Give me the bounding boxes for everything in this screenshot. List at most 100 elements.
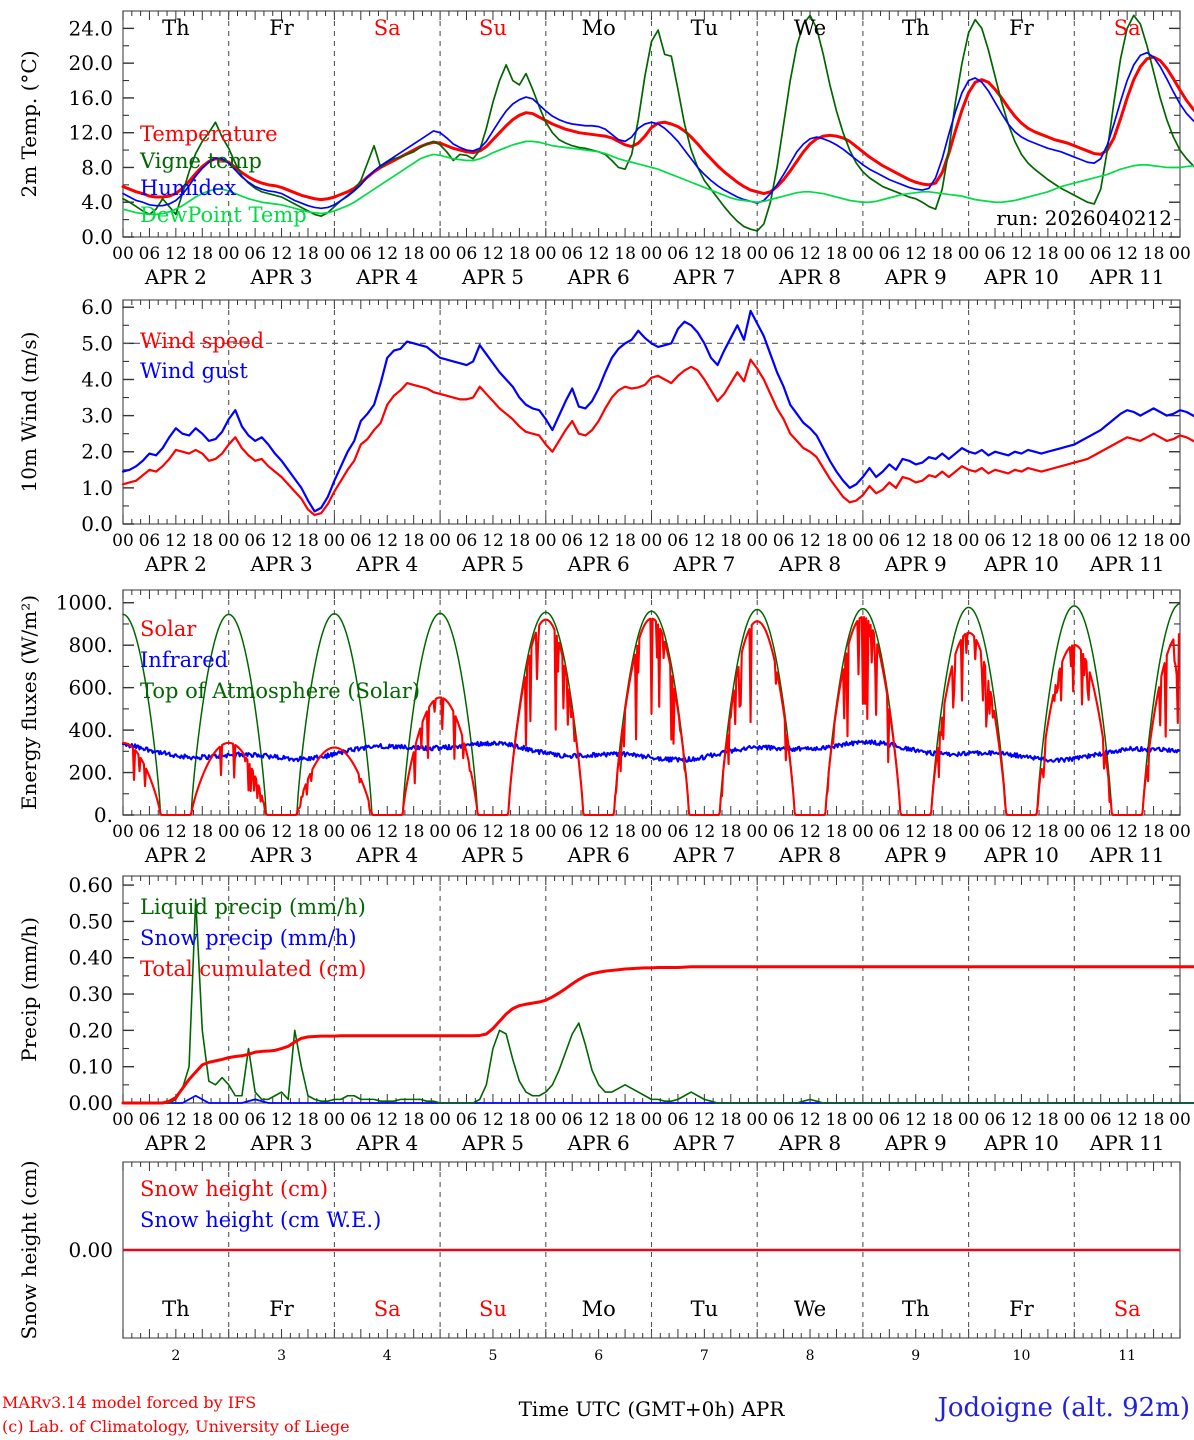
date-label-precip-10: APR 10 xyxy=(983,1131,1059,1155)
hour-label-11-06: 06 xyxy=(1090,244,1112,264)
hour-label-2-18: 18 xyxy=(191,244,213,264)
date-label-wind-8: APR 8 xyxy=(778,552,841,576)
date-label-precip-9: APR 9 xyxy=(884,1131,947,1155)
hour-label-8-12: 12 xyxy=(799,822,821,842)
hour-label-8-06: 06 xyxy=(773,1110,795,1130)
hour-label-4-06: 06 xyxy=(350,822,372,842)
hour-label-4-18: 18 xyxy=(403,1110,425,1130)
date-label-temperature-2: APR 2 xyxy=(144,265,207,289)
dow-label-bottom-11: Sa xyxy=(1114,1297,1141,1321)
dow-label-top-11: Sa xyxy=(1114,16,1141,40)
date-label-temperature-4: APR 4 xyxy=(355,265,418,289)
hour-label-7-18: 18 xyxy=(720,822,742,842)
dow-label-bottom-6: Mo xyxy=(582,1297,616,1321)
hour-label-8-06: 06 xyxy=(773,531,795,551)
hour-label-7-00: 00 xyxy=(641,244,663,264)
dow-label-bottom-7: Tu xyxy=(691,1297,719,1321)
date-label-precip-3: APR 3 xyxy=(250,1131,313,1155)
hour-label-8-18: 18 xyxy=(826,822,848,842)
hour-label-10-00: 00 xyxy=(958,1110,980,1130)
hour-label-11-00: 00 xyxy=(1063,244,1085,264)
dow-label-bottom-2: Th xyxy=(162,1297,190,1321)
hour-label-2-00: 00 xyxy=(112,1110,134,1130)
legend-snow_height-1: Snow height (cm W.E.) xyxy=(140,1208,381,1232)
hour-label-6-12: 12 xyxy=(588,822,610,842)
hour-label-7-06: 06 xyxy=(667,531,689,551)
hour-label-8-00: 00 xyxy=(746,1110,768,1130)
hour-label-8-12: 12 xyxy=(799,244,821,264)
date-label-wind-6: APR 6 xyxy=(567,552,630,576)
hour-label-8-18: 18 xyxy=(826,1110,848,1130)
hour-label-10-06: 06 xyxy=(984,531,1006,551)
hour-label-5-18: 18 xyxy=(509,531,531,551)
hour-label-3-06: 06 xyxy=(244,1110,266,1130)
hour-label-3-18: 18 xyxy=(297,822,319,842)
legend-precip-2: Total cumulated (cm) xyxy=(140,957,366,981)
daynum-label-8: 8 xyxy=(806,1348,815,1364)
hour-label-9-12: 12 xyxy=(905,1110,927,1130)
ytick-label-energy_fluxes-2: 400. xyxy=(68,718,113,742)
hour-label-8-18: 18 xyxy=(826,531,848,551)
dow-label-bottom-9: Th xyxy=(902,1297,930,1321)
hour-label-2-12: 12 xyxy=(165,244,187,264)
hour-label-11-12: 12 xyxy=(1116,531,1138,551)
hour-label-5-18: 18 xyxy=(509,244,531,264)
daynum-label-5: 5 xyxy=(488,1348,497,1364)
hour-label-2-06: 06 xyxy=(139,1110,161,1130)
hour-label-10-18: 18 xyxy=(1037,822,1059,842)
hour-label-5-00: 00 xyxy=(429,531,451,551)
hour-label-3-18: 18 xyxy=(297,1110,319,1130)
ytick-label-precip-5: 0.50 xyxy=(68,909,113,933)
series-liquid-precip xyxy=(122,898,1194,1104)
dow-label-top-6: Mo xyxy=(582,16,616,40)
legend-wind-0: Wind speed xyxy=(140,329,264,353)
hour-label-9-18: 18 xyxy=(931,531,953,551)
hour-label-2-00: 00 xyxy=(112,822,134,842)
hour-label-9-00: 00 xyxy=(852,822,874,842)
ytick-label-temperature-3: 12.0 xyxy=(68,121,113,145)
hour-label-7-06: 06 xyxy=(667,1110,689,1130)
hour-label-6-06: 06 xyxy=(561,531,583,551)
daynum-label-6: 6 xyxy=(594,1348,603,1364)
hour-label-10-18: 18 xyxy=(1037,1110,1059,1130)
hour-label-11-06: 06 xyxy=(1090,1110,1112,1130)
hour-label-5-12: 12 xyxy=(482,531,504,551)
hour-label-10-00: 00 xyxy=(958,244,980,264)
date-label-precip-5: APR 5 xyxy=(461,1131,524,1155)
hour-label-9-18: 18 xyxy=(931,1110,953,1130)
date-label-temperature-9: APR 9 xyxy=(884,265,947,289)
ytick-label-energy_fluxes-1: 200. xyxy=(68,761,113,785)
date-label-precip-8: APR 8 xyxy=(778,1131,841,1155)
hour-label-7-18: 18 xyxy=(720,244,742,264)
date-label-energy_fluxes-6: APR 6 xyxy=(567,843,630,867)
hour-label-9-12: 12 xyxy=(905,531,927,551)
legend-snow_height-0: Snow height (cm) xyxy=(140,1177,328,1201)
ytick-label-precip-3: 0.30 xyxy=(68,982,113,1006)
hour-label-11-18: 18 xyxy=(1143,531,1165,551)
dow-label-bottom-3: Fr xyxy=(269,1297,295,1321)
ytick-label-wind-2: 2.0 xyxy=(81,440,113,464)
hour-label-9-06: 06 xyxy=(879,822,901,842)
ytick-label-energy_fluxes-5: 1000. xyxy=(56,591,113,615)
hour-label-3-00: 00 xyxy=(218,822,240,842)
hour-label-7-00: 00 xyxy=(641,531,663,551)
legend-temperature-2: Humidex xyxy=(140,176,236,200)
hour-label-3-00: 00 xyxy=(218,244,240,264)
hour-label-4-00: 00 xyxy=(324,1110,346,1130)
ytick-label-wind-5: 5.0 xyxy=(81,331,113,355)
station-label: Jodoigne (alt. 92m) xyxy=(934,1393,1190,1423)
hour-label-9-00: 00 xyxy=(852,531,874,551)
hour-label-10-06: 06 xyxy=(984,822,1006,842)
hour-label-10-18: 18 xyxy=(1037,244,1059,264)
hour-label-6-18: 18 xyxy=(614,822,636,842)
hour-label-11-12: 12 xyxy=(1116,822,1138,842)
dow-label-top-5: Su xyxy=(479,16,507,40)
hour-label-6-00: 00 xyxy=(535,1110,557,1130)
ytick-label-energy_fluxes-0: 0. xyxy=(94,803,113,827)
ytick-label-wind-3: 3.0 xyxy=(81,404,113,428)
hour-label-3-06: 06 xyxy=(244,531,266,551)
legend-precip-1: Snow precip (mm/h) xyxy=(140,926,357,950)
hour-label-11-12: 12 xyxy=(1116,1110,1138,1130)
hour-label-6-00: 00 xyxy=(535,244,557,264)
dow-label-top-4: Sa xyxy=(374,16,401,40)
